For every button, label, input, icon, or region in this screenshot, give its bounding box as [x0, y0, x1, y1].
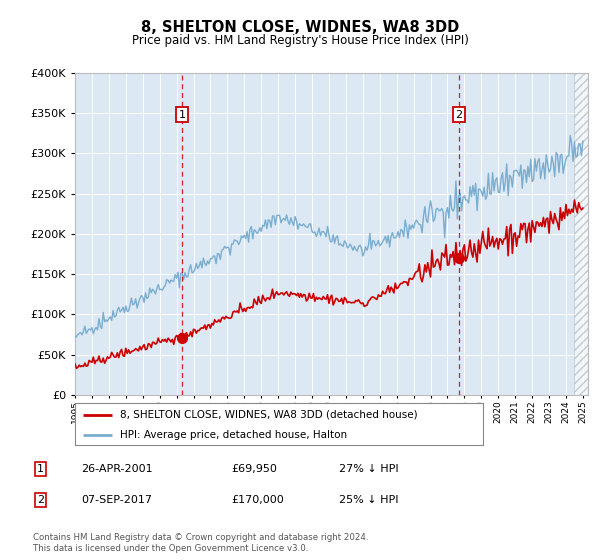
- Text: 8, SHELTON CLOSE, WIDNES, WA8 3DD: 8, SHELTON CLOSE, WIDNES, WA8 3DD: [141, 20, 459, 35]
- Text: 1: 1: [179, 110, 185, 120]
- Text: Price paid vs. HM Land Registry's House Price Index (HPI): Price paid vs. HM Land Registry's House …: [131, 34, 469, 46]
- Text: Contains HM Land Registry data © Crown copyright and database right 2024.
This d: Contains HM Land Registry data © Crown c…: [33, 533, 368, 553]
- Text: 2: 2: [37, 494, 44, 505]
- Text: 07-SEP-2017: 07-SEP-2017: [81, 494, 152, 505]
- Text: 26-APR-2001: 26-APR-2001: [81, 464, 152, 474]
- Text: 1: 1: [37, 464, 44, 474]
- Text: 2: 2: [455, 110, 463, 120]
- Text: 25% ↓ HPI: 25% ↓ HPI: [339, 494, 398, 505]
- Bar: [574, 73, 600, 395]
- Text: £170,000: £170,000: [231, 494, 284, 505]
- Text: 27% ↓ HPI: 27% ↓ HPI: [339, 464, 398, 474]
- Text: £69,950: £69,950: [231, 464, 277, 474]
- Text: HPI: Average price, detached house, Halton: HPI: Average price, detached house, Halt…: [120, 430, 347, 440]
- Text: 8, SHELTON CLOSE, WIDNES, WA8 3DD (detached house): 8, SHELTON CLOSE, WIDNES, WA8 3DD (detac…: [120, 410, 418, 420]
